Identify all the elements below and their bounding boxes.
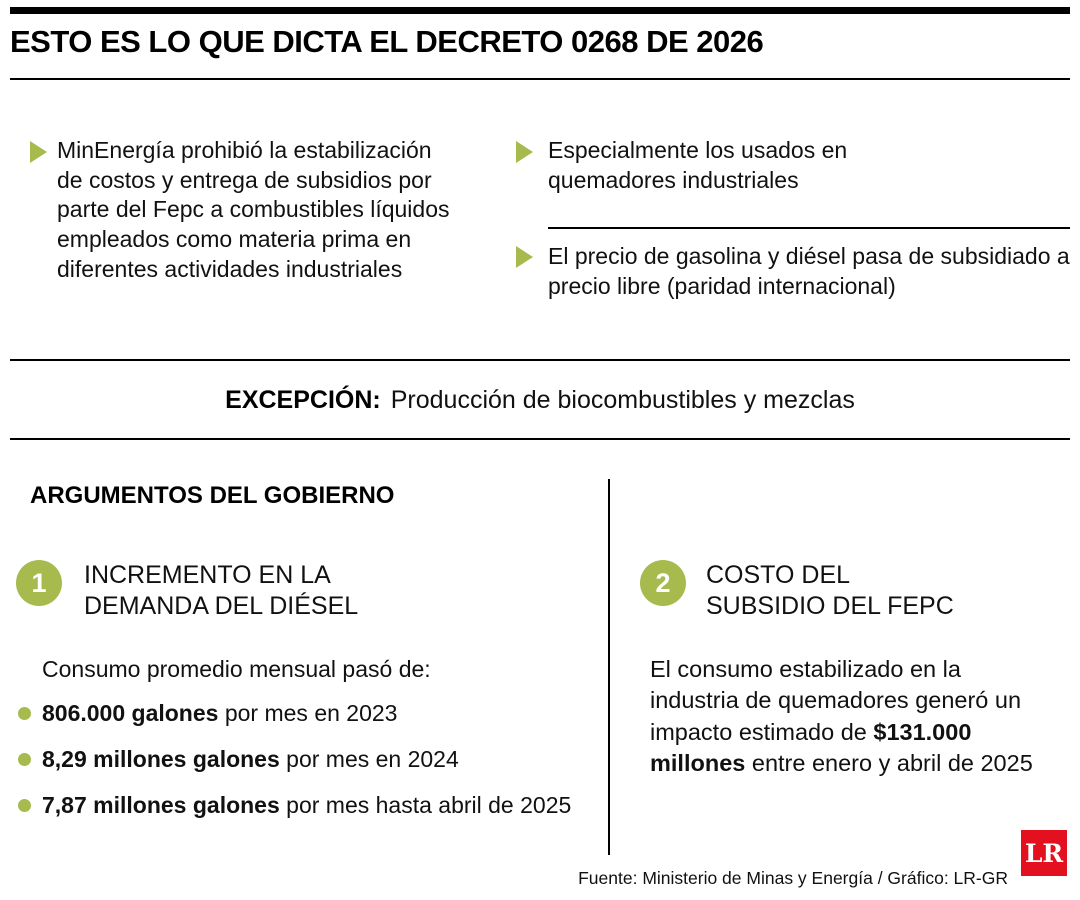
argument-1-title-line: DEMANDA DEL DIÉSEL	[84, 592, 359, 620]
list-item-suffix: por mes hasta abril de 2025	[279, 792, 572, 818]
argument-1-title-line: INCREMENTO EN LA	[84, 561, 331, 589]
list-item: 8,29 millones galones por mes en 2024	[18, 746, 459, 773]
exception-text: Producción de biocombustibles y mezclas	[390, 386, 855, 414]
column-divider-rule	[608, 479, 610, 855]
title-rule	[10, 78, 1070, 80]
list-item-value: 8,29 millones galones	[42, 746, 280, 772]
list-item: 806.000 galones por mes en 2023	[18, 700, 397, 727]
argument-2-body-text: El consumo estabilizado en la industria …	[650, 654, 1050, 779]
list-item-value: 7,87 millones galones	[42, 792, 280, 818]
exception-label: EXCEPCIÓN:	[225, 386, 381, 414]
intro-right-text-2: El precio de gasolina y diésel pasa de s…	[548, 243, 1070, 299]
list-item-suffix: por mes en 2023	[218, 700, 398, 726]
argument-2-text-post: entre enero y abril de 2025	[745, 749, 1033, 776]
right-column-rule	[548, 227, 1070, 229]
list-item-text: 7,87 millones galones por mes hasta abri…	[42, 792, 571, 819]
list-item-suffix: por mes en 2024	[279, 746, 459, 772]
argument-2-title-line: COSTO DEL	[706, 561, 851, 589]
exception-bottom-rule	[10, 438, 1070, 440]
bullet-dot-icon	[18, 799, 31, 812]
bullet-dot-icon	[18, 753, 31, 766]
exception-top-rule	[10, 359, 1070, 361]
exception-line: EXCEPCIÓN: Producción de biocombustibles …	[0, 386, 1080, 415]
intro-left-text: MinEnergía prohibió la estabilización de…	[57, 137, 450, 282]
bullet-arrow-icon	[30, 141, 47, 163]
page-title: ESTO ES LO QUE DICTA EL DECRETO 0268 DE …	[10, 24, 764, 59]
argument-2-badge: 2	[640, 560, 686, 606]
argument-1-title: INCREMENTO EN LA DEMANDA DEL DIÉSEL	[84, 560, 358, 622]
intro-right-text-1: Especialmente los usados en quemadores i…	[548, 137, 848, 193]
argument-2-title-line: SUBSIDIO DEL FEPC	[706, 592, 954, 620]
argument-2-text-highlight: $131.000 millones	[650, 718, 972, 776]
list-item-text: 8,29 millones galones por mes en 2024	[42, 746, 459, 773]
source-credit: Fuente: Ministerio de Minas y Energía / …	[578, 868, 1008, 888]
lr-logo: LR	[1021, 830, 1067, 876]
list-item: 7,87 millones galones por mes hasta abri…	[18, 792, 571, 819]
top-rule	[10, 7, 1070, 14]
bullet-dot-icon	[18, 707, 31, 720]
list-item-text: 806.000 galones por mes en 2023	[42, 700, 397, 727]
argument-1-lead-text: Consumo promedio mensual pasó de:	[42, 656, 431, 682]
bullet-arrow-icon	[516, 246, 533, 268]
argument-2-title: COSTO DEL SUBSIDIO DEL FEPC	[706, 560, 954, 622]
arguments-heading: ARGUMENTOS DEL GOBIERNO	[30, 482, 395, 509]
bullet-arrow-icon	[516, 141, 533, 163]
argument-2-text-pre: El consumo estabilizado en la industria …	[650, 656, 1022, 745]
argument-1-badge: 1	[16, 560, 62, 606]
list-item-value: 806.000 galones	[42, 700, 219, 726]
